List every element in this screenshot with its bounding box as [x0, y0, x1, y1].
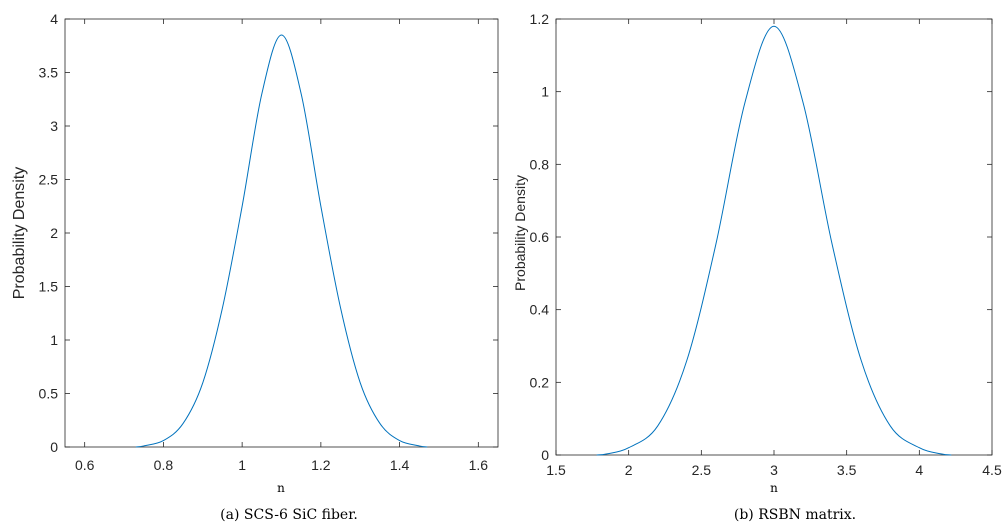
ticks-a: 0.6 0.8 1 1.2 1.4 1.6 0 0.5 1 1.5 2 2.5 3 3.5 4: [39, 11, 498, 473]
x-tick-label-b: 2.5: [692, 462, 712, 478]
marks-a: [135, 34, 428, 448]
x-tick-label-b: 4: [915, 462, 923, 478]
chart-panel-a: 0.6 0.8 1 1.2 1.4 1.6 0 0.5 1 1.5 2 2.5 3 3.5 4 Probab…: [11, 11, 499, 523]
xlabel-a: n: [277, 481, 285, 495]
x-tick-label-a: 0.6: [75, 457, 95, 473]
series-line-a-0: [135, 34, 428, 448]
y-tick-label-a: 0.5: [39, 386, 59, 402]
caption-a: (a) SCS-6 SiC fiber.: [220, 507, 358, 523]
y-tick-label-b: 1: [541, 84, 549, 100]
x-tick-label-a: 1.2: [311, 457, 331, 473]
marks-b: [596, 25, 952, 456]
y-tick-label-b: 0.8: [530, 156, 550, 172]
y-tick-label-b: 1.2: [530, 11, 550, 27]
x-tick-label-a: 1.4: [390, 457, 410, 473]
x-tick-label-b: 4.5: [982, 462, 1002, 478]
y-tick-label-a: 1.5: [39, 279, 59, 295]
y-tick-label-a: 2.5: [39, 172, 59, 188]
ticks-b: 1.5 2 2.5 3 3.5 4 4.5 0 0.2 0.4 0.6 0.8 1 1.2: [530, 11, 1002, 478]
y-tick-label-b: 0.6: [530, 229, 550, 245]
x-tick-label-b: 3.5: [837, 462, 857, 478]
y-tick-label-b: 0.2: [530, 374, 550, 390]
y-tick-label-b: 0.4: [530, 302, 550, 318]
ylabel-a: Probability Density: [11, 167, 28, 300]
y-tick-label-a: 3: [50, 118, 58, 134]
x-tick-label-a: 1: [238, 457, 246, 473]
plot-area-b: [555, 18, 993, 456]
plot-area-a: [64, 18, 499, 448]
x-tick-label-b: 1.5: [546, 462, 566, 478]
y-tick-label-a: 1: [50, 332, 58, 348]
x-tick-label-b: 2: [625, 462, 633, 478]
ylabel-b: Probability Density: [512, 175, 528, 291]
y-tick-label-a: 3.5: [39, 65, 59, 81]
x-tick-label-a: 1.6: [469, 457, 489, 473]
x-tick-label-a: 0.8: [154, 457, 174, 473]
y-tick-label-a: 4: [50, 11, 58, 27]
xlabel-b: n: [770, 481, 778, 495]
y-tick-label-a: 2: [50, 225, 58, 241]
y-tick-label-a: 0: [50, 439, 58, 455]
series-line-b-0: [596, 25, 952, 456]
y-tick-label-b: 0: [541, 447, 549, 463]
chart-panel-b: 1.5 2 2.5 3 3.5 4 4.5 0 0.2 0.4 0.6 0.8 1 1.2 Probabi…: [512, 11, 1002, 523]
x-tick-label-b: 3: [770, 462, 778, 478]
caption-b: (b) RSBN matrix.: [734, 507, 856, 523]
